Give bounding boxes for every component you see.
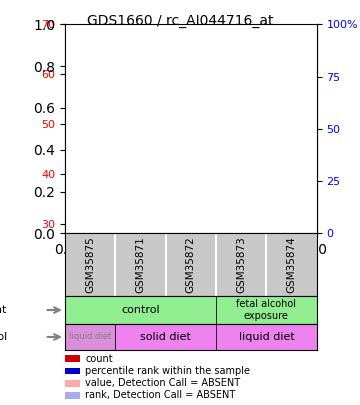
Text: GSM35872: GSM35872 (186, 237, 196, 293)
Text: solid diet: solid diet (140, 332, 191, 342)
Bar (65, 392, 80, 399)
Bar (65, 356, 80, 362)
FancyBboxPatch shape (65, 296, 216, 324)
FancyBboxPatch shape (216, 324, 317, 350)
FancyBboxPatch shape (65, 324, 115, 350)
Text: value, Detection Call = ABSENT: value, Detection Call = ABSENT (85, 378, 240, 388)
Text: rank, Detection Call = ABSENT: rank, Detection Call = ABSENT (85, 390, 235, 400)
Bar (133, 81, 148, 224)
Text: GSM35871: GSM35871 (135, 237, 145, 293)
Text: liquid diet: liquid diet (239, 332, 294, 342)
Bar (284, 201, 299, 224)
Text: GSM35874: GSM35874 (287, 237, 297, 293)
Text: fetal alcohol
exposure: fetal alcohol exposure (237, 299, 296, 321)
Text: GDS1660 / rc_AI044716_at: GDS1660 / rc_AI044716_at (87, 14, 273, 28)
Bar (65, 368, 80, 374)
Text: count: count (85, 354, 113, 364)
Text: agent: agent (0, 305, 7, 315)
FancyBboxPatch shape (115, 324, 216, 350)
Text: percentile rank within the sample: percentile rank within the sample (85, 366, 250, 376)
Text: protocol: protocol (0, 332, 7, 342)
Text: GSM35875: GSM35875 (85, 237, 95, 293)
FancyBboxPatch shape (216, 296, 317, 324)
Text: control: control (121, 305, 160, 315)
Bar (234, 141, 249, 224)
Text: liquid diet: liquid diet (69, 333, 111, 341)
Bar (76, 72, 104, 233)
Bar (65, 380, 80, 386)
Text: GSM35873: GSM35873 (236, 237, 246, 293)
Bar (177, 169, 204, 233)
